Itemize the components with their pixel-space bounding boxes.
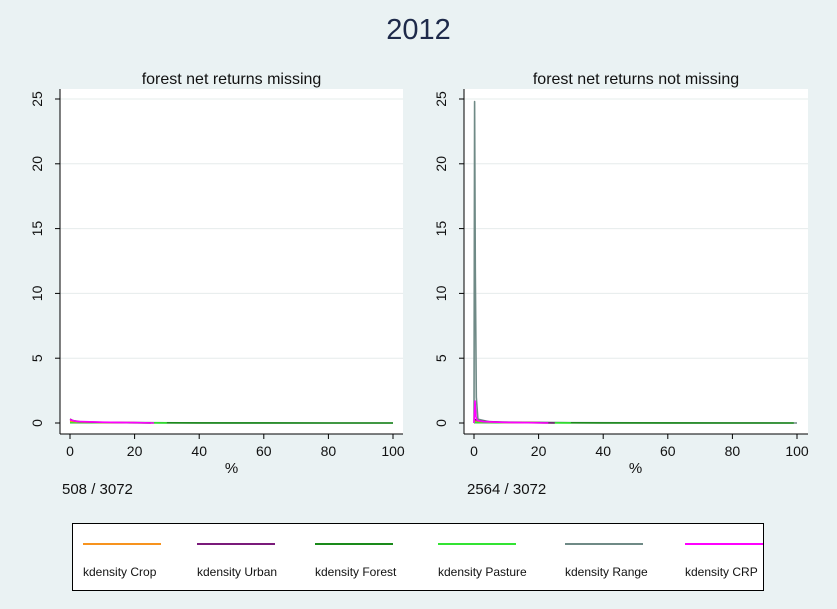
series-line-crp-right <box>473 400 549 424</box>
x-tick-label-left: 0 <box>66 443 74 459</box>
x-tick-label-right: 80 <box>725 443 741 459</box>
x-tick-label-right: 100 <box>785 443 809 459</box>
legend-swatch-range <box>565 543 643 545</box>
x-tick-label-left: 80 <box>321 443 337 459</box>
legend-swatch-crop <box>83 543 161 545</box>
x-axis-label-right: % <box>629 460 642 477</box>
y-tick-label-right: 10 <box>433 285 449 301</box>
y-tick-label-right: 25 <box>433 91 449 107</box>
legend: kdensity Crop kdensity Urban kdensity Fo… <box>72 523 764 591</box>
y-tick-label-right: 15 <box>433 221 449 237</box>
legend-label-range: kdensity Range <box>565 565 648 579</box>
legend-swatch-urban <box>197 543 275 545</box>
x-tick-label-right: 20 <box>531 443 547 459</box>
x-tick-label-right: 40 <box>595 443 611 459</box>
legend-label-crop: kdensity Crop <box>83 565 157 579</box>
x-tick-label-right: 0 <box>470 443 478 459</box>
x-tick-label-left: 20 <box>127 443 143 459</box>
legend-item-urban: kdensity Urban <box>187 524 302 590</box>
legend-item-range: kdensity Range <box>555 524 670 590</box>
plot-area-right <box>464 89 808 434</box>
y-tick-label-left: 5 <box>29 354 45 362</box>
x-tick-label-right: 60 <box>660 443 676 459</box>
x-axis-label-left: % <box>225 460 238 477</box>
panel-title-left: forest net returns missing <box>142 71 322 88</box>
legend-swatch-forest <box>315 543 393 545</box>
legend-label-forest: kdensity Forest <box>315 565 397 579</box>
x-tick-label-left: 60 <box>256 443 272 459</box>
legend-label-pasture: kdensity Pasture <box>438 565 527 579</box>
panel-note-left: 508 / 3072 <box>62 481 133 498</box>
legend-item-forest: kdensity Forest <box>305 524 420 590</box>
y-tick-label-left: 20 <box>29 156 45 172</box>
series-line-crp-left <box>69 419 155 424</box>
y-tick-label-right: 20 <box>433 156 449 172</box>
legend-item-crop: kdensity Crop <box>73 524 188 590</box>
legend-item-crp: kdensity CRP <box>675 524 790 590</box>
panel-note-right: 2564 / 3072 <box>467 481 546 498</box>
y-tick-label-left: 15 <box>29 221 45 237</box>
panel-title-right: forest net returns not missing <box>533 71 739 88</box>
legend-swatch-crp <box>685 543 763 545</box>
x-tick-label-left: 40 <box>191 443 207 459</box>
plot-area-left <box>60 89 403 434</box>
legend-label-crp: kdensity CRP <box>685 565 758 579</box>
legend-label-urban: kdensity Urban <box>197 565 278 579</box>
x-tick-label-left: 100 <box>381 443 405 459</box>
y-tick-label-right: 0 <box>433 419 449 427</box>
legend-swatch-pasture <box>438 543 516 545</box>
legend-item-pasture: kdensity Pasture <box>428 524 543 590</box>
page-title: 2012 <box>386 14 451 46</box>
y-tick-label-right: 5 <box>433 354 449 362</box>
y-tick-label-left: 25 <box>29 91 45 107</box>
y-tick-label-left: 10 <box>29 285 45 301</box>
y-tick-label-left: 0 <box>29 419 45 427</box>
